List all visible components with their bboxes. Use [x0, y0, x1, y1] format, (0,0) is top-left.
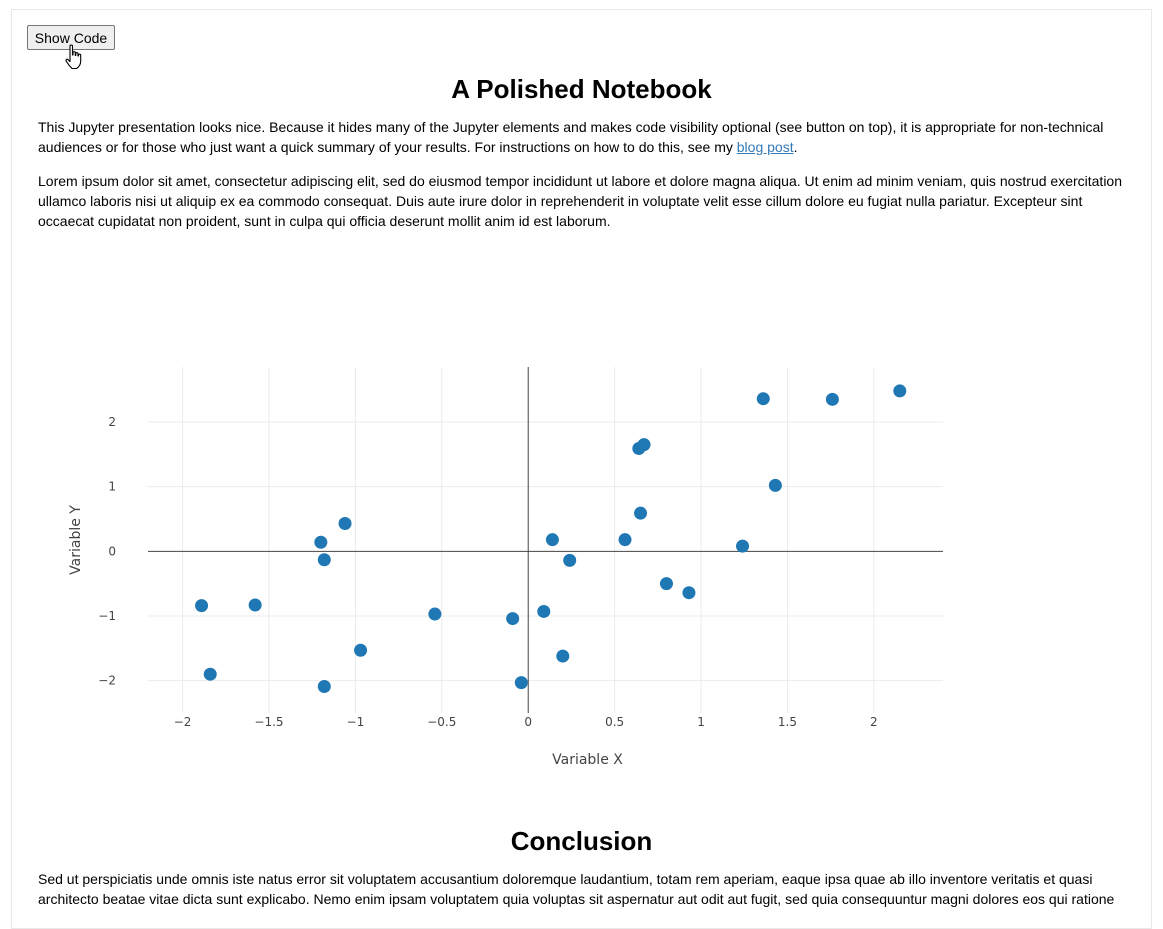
x-tick-label: 2	[870, 715, 878, 729]
data-point[interactable]	[248, 598, 262, 612]
data-point[interactable]	[563, 553, 577, 567]
intro-paragraph: This Jupyter presentation looks nice. Be…	[38, 117, 1128, 157]
data-points	[195, 384, 907, 693]
hand-pointer-icon	[65, 44, 82, 70]
data-point[interactable]	[659, 577, 673, 591]
y-axis-title: Variable Y	[68, 505, 84, 575]
x-tick-label: −2	[174, 715, 192, 729]
intro-text: This Jupyter presentation looks nice. Be…	[38, 119, 1104, 155]
data-point[interactable]	[317, 679, 331, 693]
x-tick-label: −1	[347, 715, 365, 729]
data-point[interactable]	[736, 539, 750, 553]
data-point[interactable]	[317, 553, 331, 567]
y-tick-label: −1	[98, 609, 116, 623]
data-point[interactable]	[893, 384, 907, 398]
data-point[interactable]	[195, 599, 209, 613]
y-tick-label: 0	[108, 544, 116, 558]
x-tick-label: 0.5	[605, 715, 624, 729]
lorem-paragraph: Lorem ipsum dolor sit amet, consectetur …	[38, 173, 1122, 229]
x-tick-label: 1.5	[778, 715, 797, 729]
x-tick-label: −0.5	[427, 715, 456, 729]
data-point[interactable]	[203, 667, 217, 681]
data-point[interactable]	[545, 533, 559, 547]
data-point[interactable]	[632, 441, 646, 455]
intro-text-end: .	[793, 139, 798, 155]
data-point[interactable]	[354, 643, 368, 657]
y-tick-label: 2	[108, 415, 116, 429]
zero-lines	[148, 367, 943, 713]
data-point[interactable]	[338, 517, 352, 531]
data-point[interactable]	[506, 612, 520, 626]
notebook-container	[11, 9, 1152, 929]
data-point[interactable]	[428, 607, 442, 621]
data-point[interactable]	[634, 506, 648, 520]
grid-lines	[148, 367, 943, 713]
data-point[interactable]	[768, 478, 782, 492]
y-tick-label: 1	[108, 480, 116, 494]
x-tick-label: 1	[697, 715, 705, 729]
x-tick-labels: −2 −1.5 −1 −0.5 0 0.5 1 1.5 2	[174, 715, 878, 729]
conclusion-paragraph: Sed ut perspiciatis unde omnis iste natu…	[38, 871, 1115, 907]
y-tick-label: −2	[98, 674, 116, 688]
data-point[interactable]	[537, 604, 551, 618]
page-title: A Polished Notebook	[451, 74, 712, 104]
x-axis-title: Variable X	[552, 752, 623, 768]
y-tick-labels: −2 −1 0 1 2	[98, 415, 116, 688]
x-tick-label: −1.5	[254, 715, 283, 729]
data-point[interactable]	[618, 533, 632, 547]
data-point[interactable]	[682, 586, 696, 600]
data-point[interactable]	[314, 535, 328, 549]
blog-post-link[interactable]: blog post	[736, 139, 794, 155]
x-tick-label: 0	[524, 715, 532, 729]
data-point[interactable]	[514, 676, 528, 690]
data-point[interactable]	[825, 392, 839, 406]
data-point[interactable]	[556, 649, 570, 663]
conclusion-title: Conclusion	[510, 826, 653, 856]
data-point[interactable]	[756, 392, 770, 406]
